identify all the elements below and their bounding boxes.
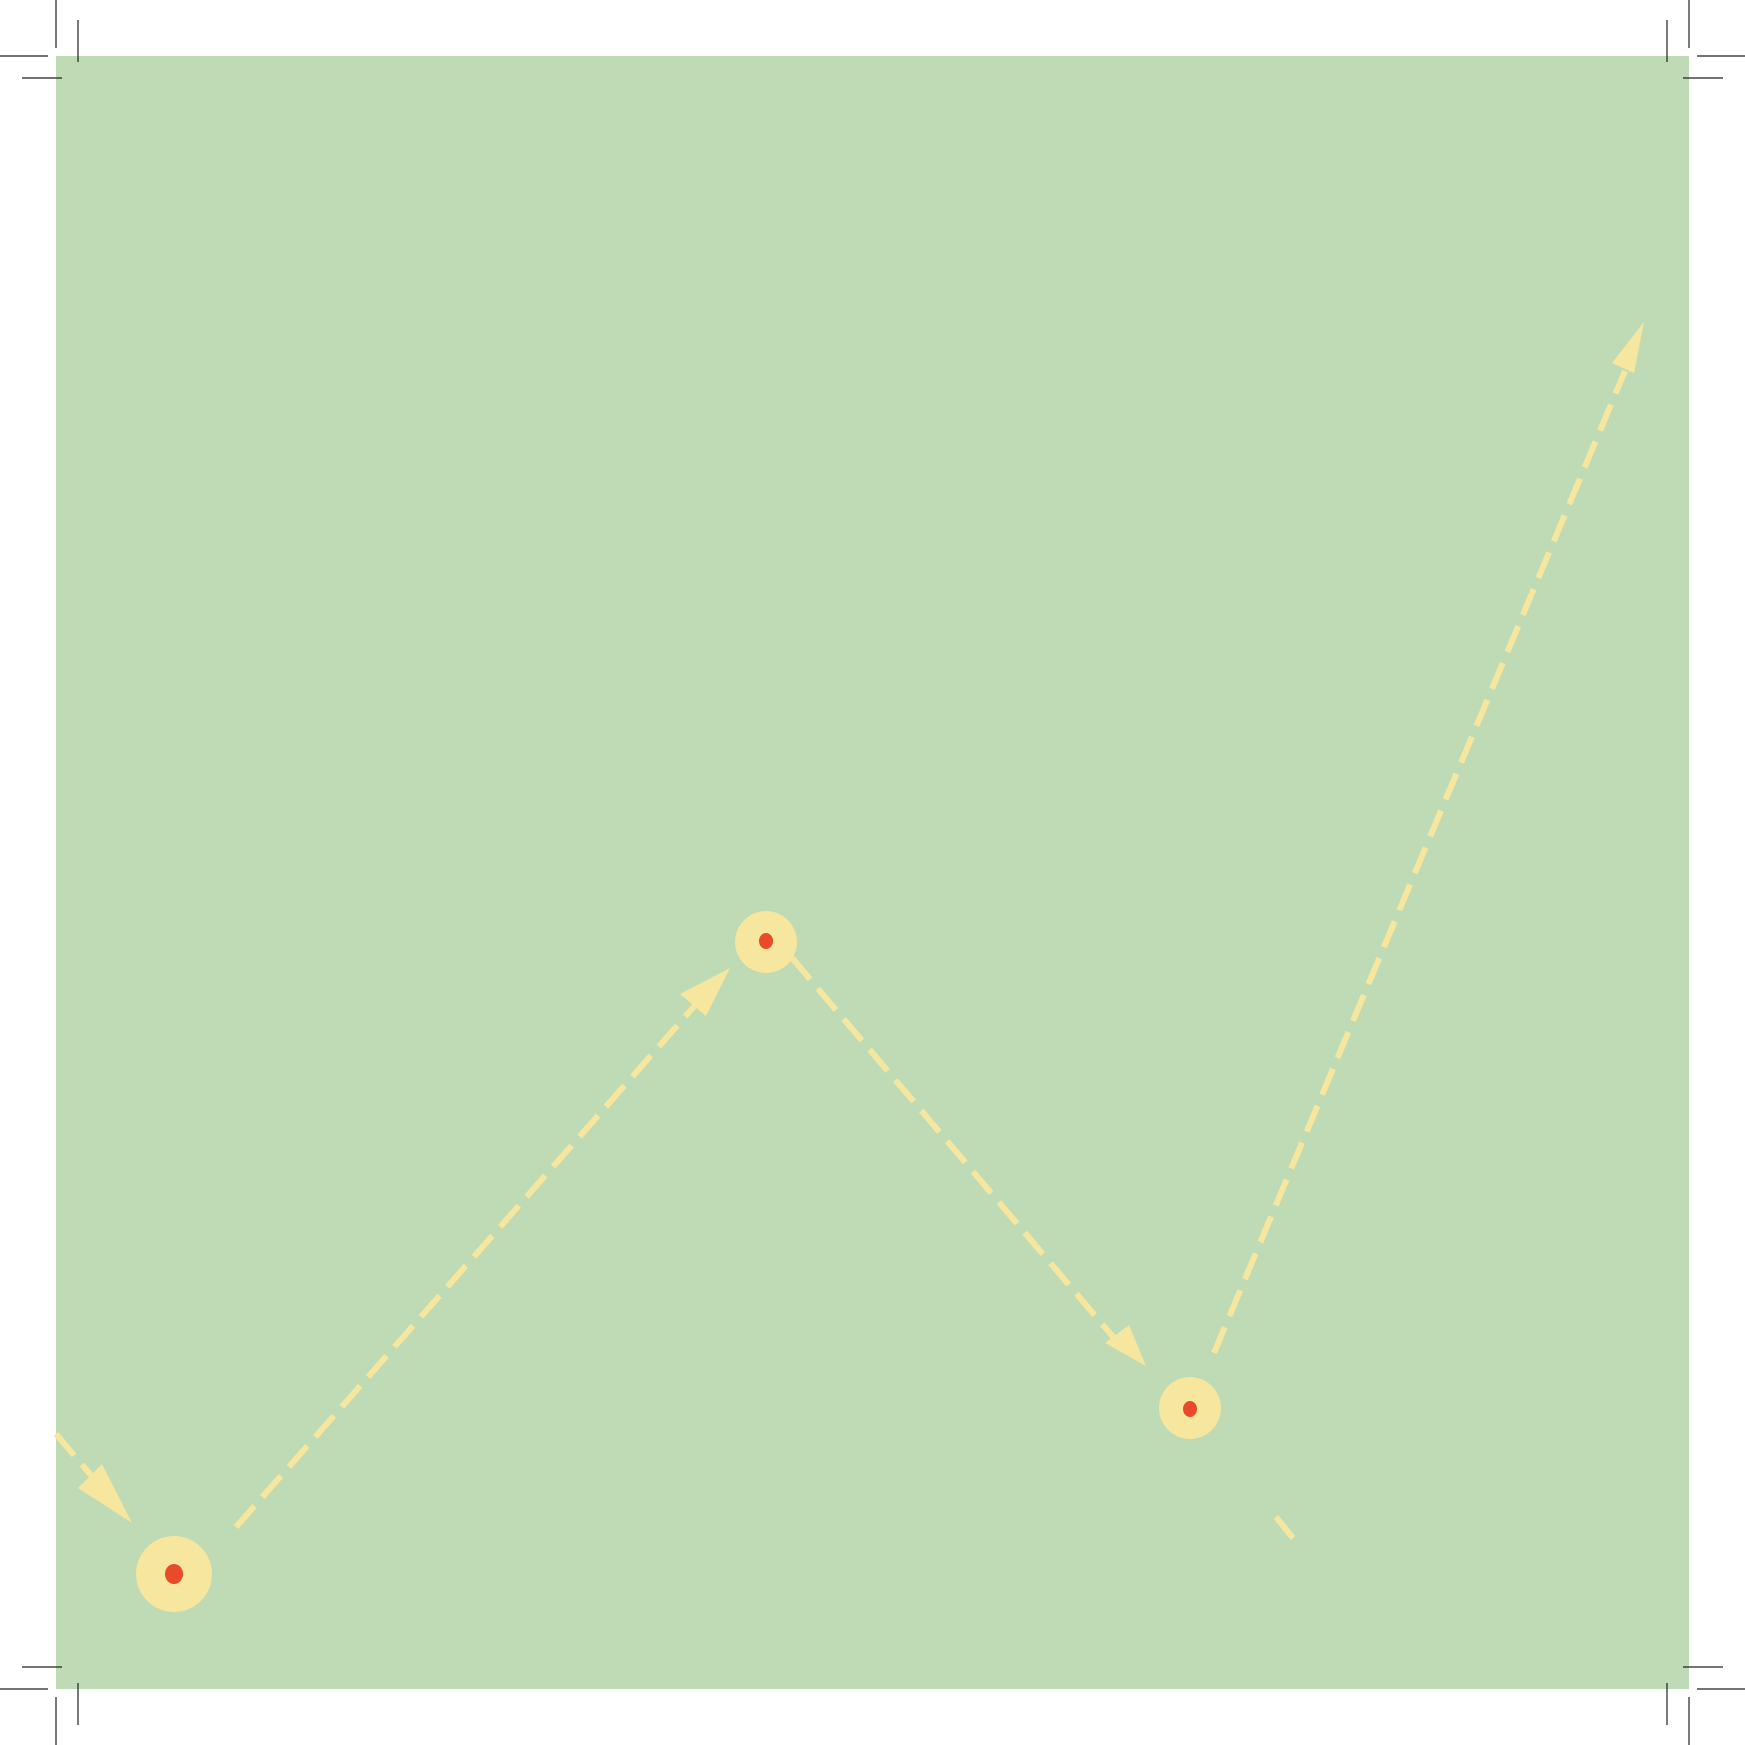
- arrowhead-2-3: [1105, 1325, 1146, 1366]
- arrowhead-entry: [78, 1464, 132, 1523]
- node-1-center-dot: [165, 1564, 183, 1584]
- background-panel: [56, 56, 1689, 1689]
- segment-1-2: [233, 1000, 701, 1529]
- node-3: [1159, 1377, 1221, 1439]
- nodes: [136, 911, 1221, 1612]
- segment-2-3: [789, 956, 1117, 1340]
- segment-stub: [1273, 1515, 1296, 1540]
- node-3-center-dot: [1183, 1401, 1197, 1417]
- dashed-path: [53, 369, 1628, 1540]
- segment-3-exit: [1211, 369, 1628, 1355]
- arrowheads: [78, 322, 1644, 1523]
- arrowhead-3-exit: [1612, 322, 1644, 373]
- node-2: [735, 911, 797, 973]
- arrowhead-1-2: [680, 968, 730, 1016]
- segment-entry: [53, 1432, 99, 1483]
- node-1: [136, 1536, 212, 1612]
- node-2-center-dot: [759, 933, 773, 949]
